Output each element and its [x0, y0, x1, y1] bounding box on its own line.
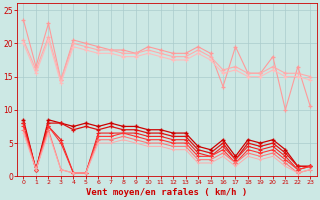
X-axis label: Vent moyen/en rafales ( km/h ): Vent moyen/en rafales ( km/h ) — [86, 188, 248, 197]
